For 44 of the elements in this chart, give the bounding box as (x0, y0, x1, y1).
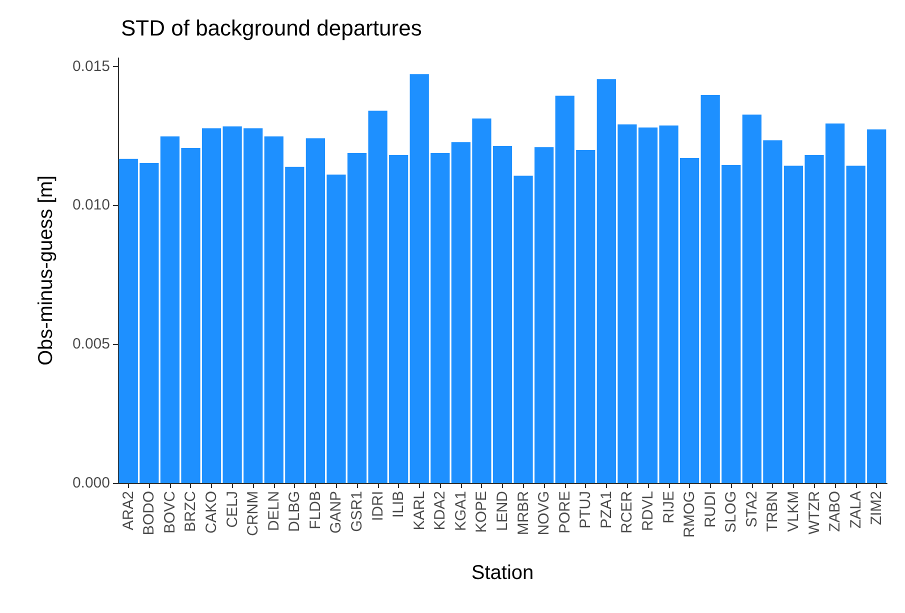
x-axis-title: Station (471, 562, 534, 584)
x-tick-label: PTUJ (577, 491, 594, 528)
y-tick-label: 0.000 (72, 474, 110, 492)
x-tick-label: ZIM2 (868, 491, 886, 526)
y-tick-label: 0.015 (72, 58, 110, 75)
x-tick-label: BOVC (161, 490, 178, 534)
x-tick-label: PZA1 (598, 491, 615, 529)
x-tick-label: CAKO (203, 491, 220, 534)
y-tick-label: 0.010 (72, 196, 110, 214)
x-tick-label: RDVL (639, 491, 656, 532)
x-tick-label: ARA2 (120, 491, 137, 530)
x-tick-label: BODO (140, 491, 158, 536)
x-tick-label: ILIB (390, 491, 408, 518)
x-tick-label: ZABO (826, 491, 844, 532)
x-tick-label: BRZC (182, 490, 200, 532)
x-tick-label: CRNM (244, 491, 262, 536)
y-tick-label: 0.005 (72, 336, 110, 353)
x-tick-label: GSR1 (348, 491, 366, 532)
y-axis-title: Obs-minus-guess [m] (35, 175, 57, 366)
x-tick-label: NOVG (536, 491, 553, 536)
x-tick-label: FLDB (306, 491, 324, 530)
x-tick-label: WTZR (806, 490, 823, 534)
x-tick-label: STA2 (743, 491, 760, 528)
x-tick-label: SLOG (722, 491, 740, 533)
x-tick-label: RMOG (681, 491, 698, 538)
x-tick-label: RIJE (660, 491, 678, 524)
x-tick-label: VLKM (784, 491, 802, 532)
x-tick-label: DLBG (286, 491, 304, 532)
chart-title: STD of background departures (121, 16, 422, 40)
x-tick-label: RCER (618, 490, 636, 534)
x-tick-label: PORE (556, 491, 574, 534)
x-tick-label: ZALA (847, 491, 864, 529)
x-tick-label: IDRI (369, 491, 386, 521)
x-tick-label: MRBR (514, 490, 532, 536)
x-tick-label: DELN (265, 491, 282, 532)
x-tick-label: GANP (328, 491, 345, 534)
x-tick-label: CELJ (224, 491, 241, 528)
x-tick-label: RUDI (702, 491, 719, 528)
x-tick-label: KARL (410, 491, 428, 530)
x-tick-label: TRBN (764, 491, 782, 532)
x-tick-label: KGA1 (452, 491, 470, 532)
x-tick-label: LEND (494, 490, 511, 532)
x-tick-label: KDA2 (432, 491, 449, 530)
x-tick-label: KOPE (473, 491, 490, 533)
